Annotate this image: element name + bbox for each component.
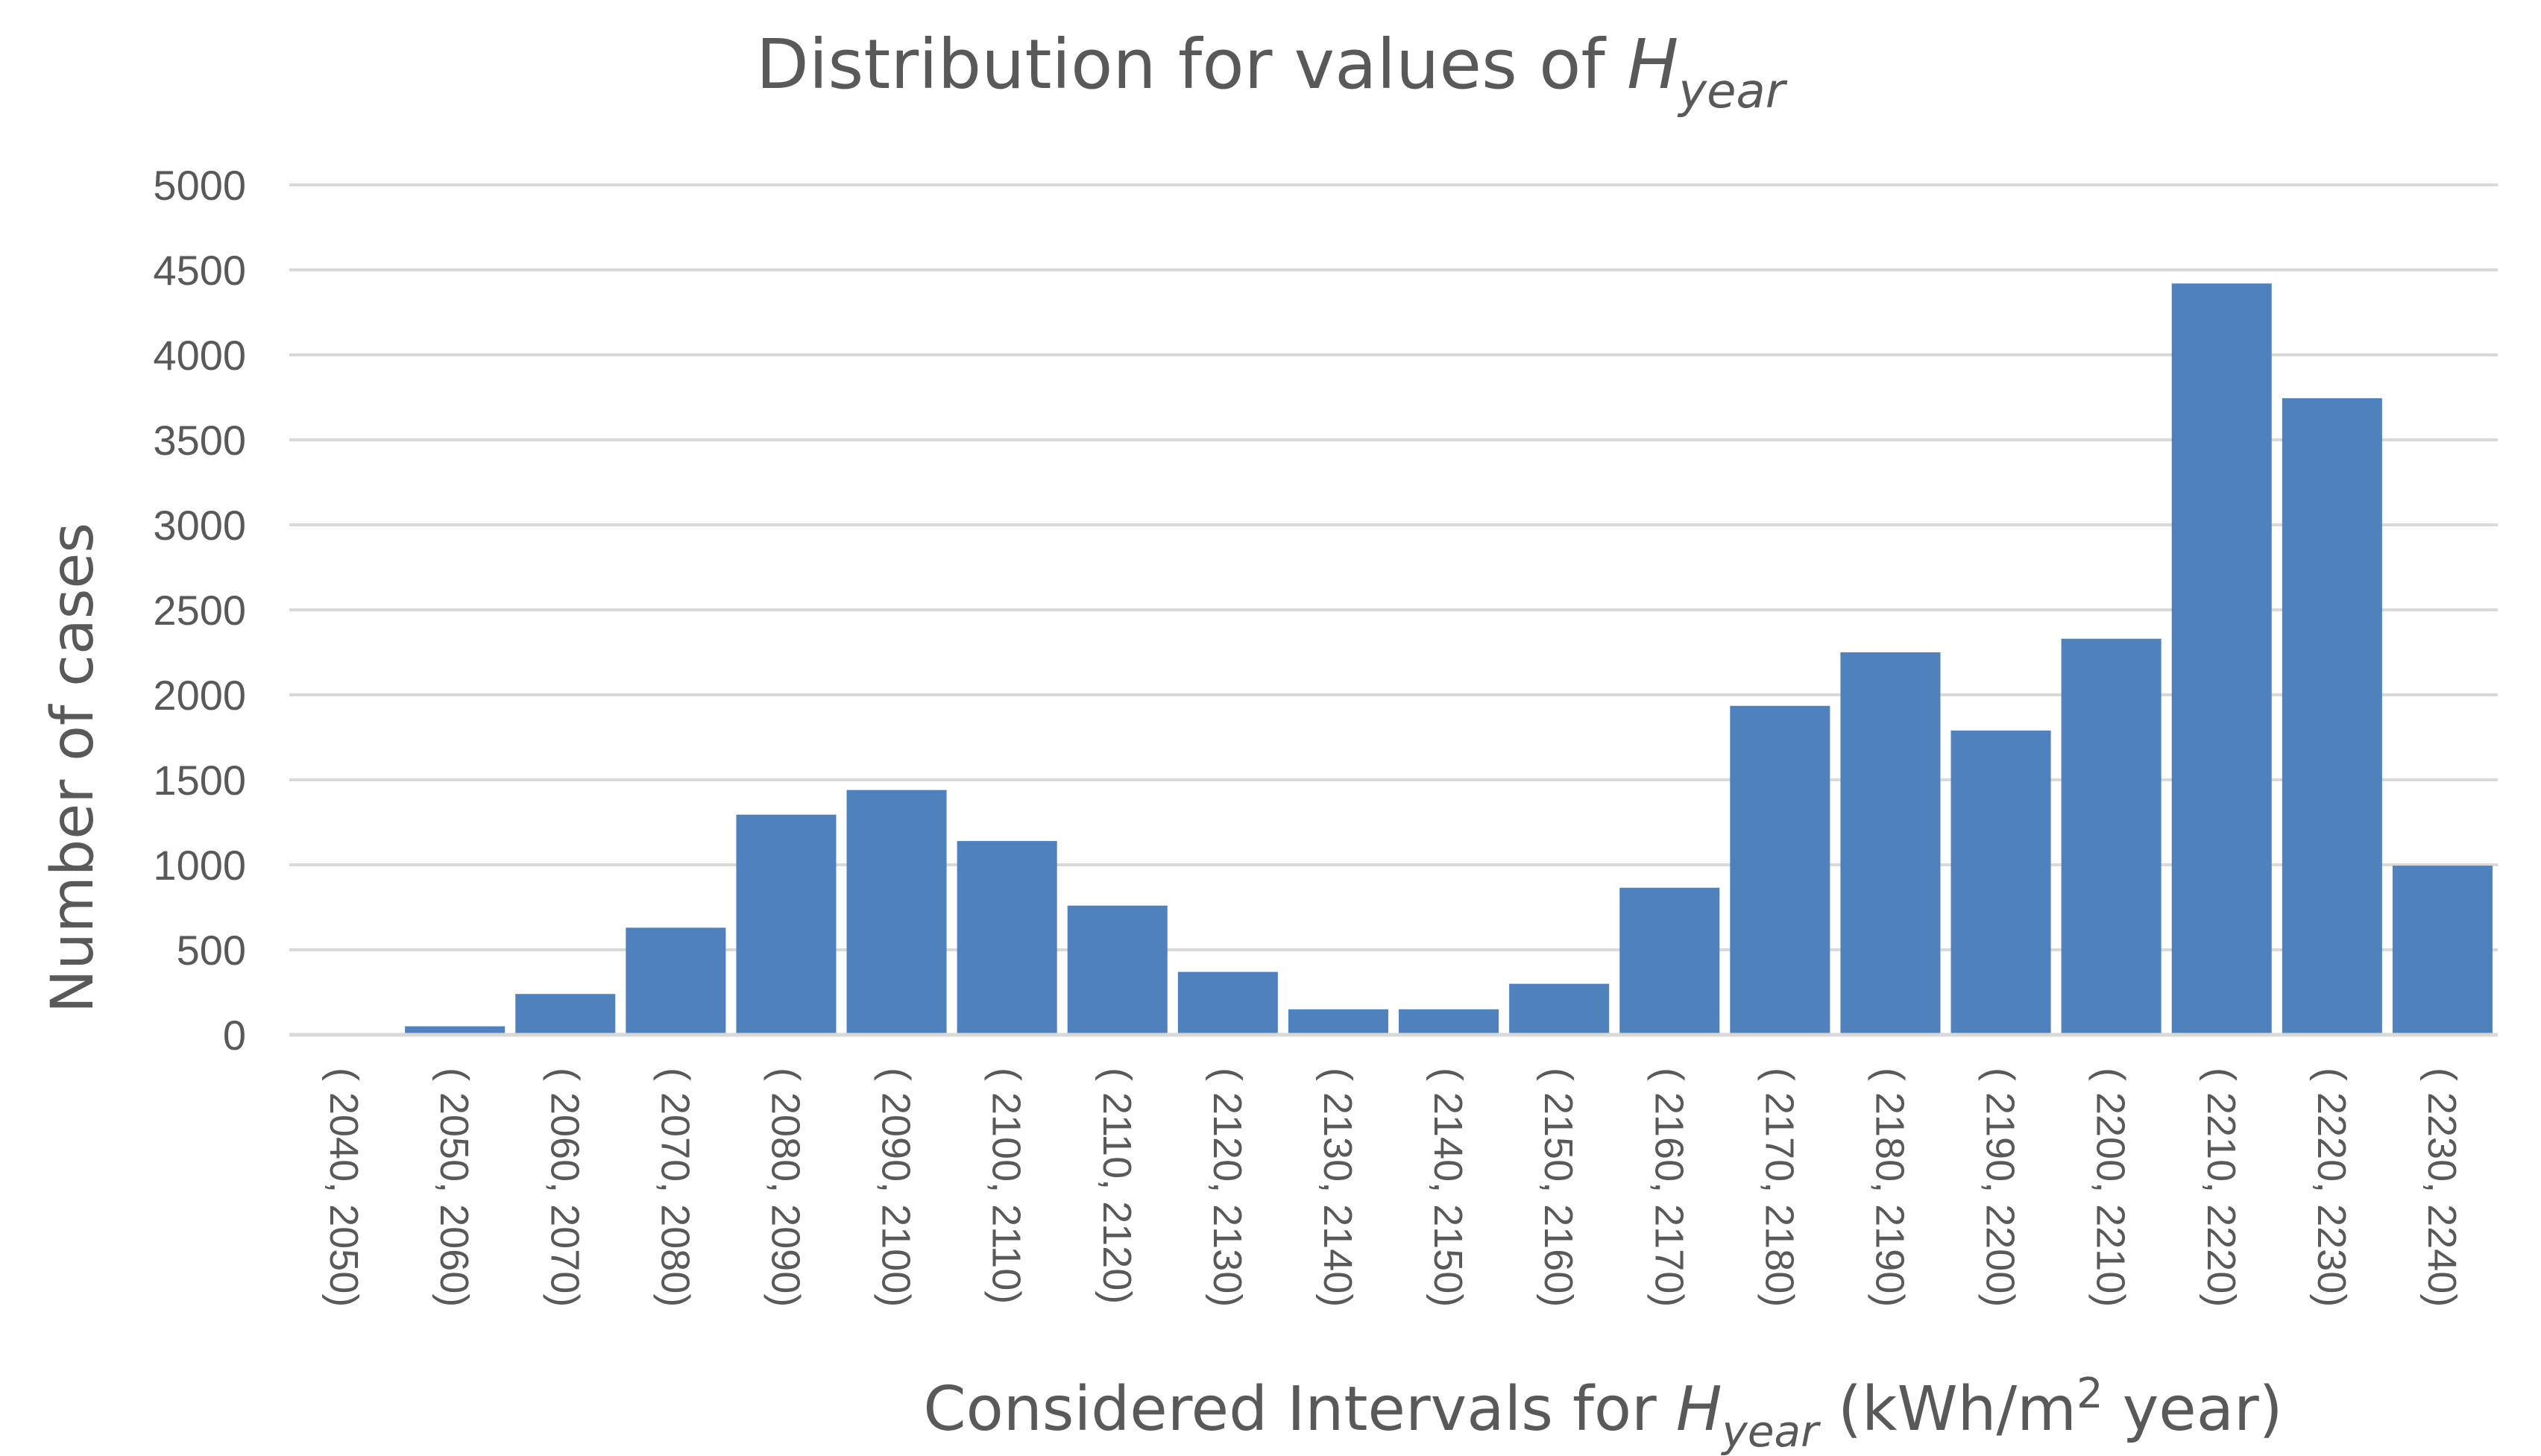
x-tick-label: ( 2160, 2170) xyxy=(1646,1068,1691,1307)
x-tick-label: ( 2040, 2050) xyxy=(321,1068,366,1307)
x-axis-ticks: ( 2040, 2050) ( 2050, 2060) ( 2060, 2070) (… xyxy=(321,1068,2464,1307)
bar xyxy=(1730,705,1830,1035)
bar xyxy=(957,841,1057,1035)
x-tick-label: ( 2080, 2090) xyxy=(763,1068,807,1307)
chart-title: Distribution for values of Hyear xyxy=(756,25,1788,119)
y-tick-label: 4500 xyxy=(153,247,246,294)
x-tick-label: ( 2070, 2080) xyxy=(652,1068,697,1307)
bar xyxy=(2171,283,2272,1035)
bar xyxy=(1067,905,1168,1035)
x-tick-label: ( 2060, 2070) xyxy=(542,1068,587,1307)
bar xyxy=(736,814,837,1035)
x-tick-label: ( 2130, 2140) xyxy=(1315,1068,1360,1307)
x-tick-label: ( 2090, 2100) xyxy=(874,1068,919,1307)
y-tick-label: 5000 xyxy=(153,162,246,209)
bar xyxy=(515,994,616,1035)
y-tick-label: 0 xyxy=(223,1012,246,1059)
bars xyxy=(405,283,2493,1035)
bar xyxy=(1619,887,1720,1035)
y-tick-label: 2000 xyxy=(153,672,246,719)
x-tick-label: ( 2180, 2190) xyxy=(1867,1068,1912,1307)
x-tick-label: ( 2110, 2120) xyxy=(1095,1068,1139,1304)
y-tick-label: 1500 xyxy=(153,757,246,804)
bar xyxy=(846,790,947,1035)
x-tick-label: ( 2220, 2230) xyxy=(2309,1068,2354,1307)
bar xyxy=(2282,398,2382,1035)
x-tick-label: ( 2230, 2240) xyxy=(2419,1068,2464,1307)
bar xyxy=(1950,730,2051,1035)
y-axis-label: Number of cases xyxy=(40,523,107,1013)
x-tick-label: ( 2120, 2130) xyxy=(1205,1068,1250,1307)
x-tick-label: ( 2050, 2060) xyxy=(432,1068,476,1307)
x-tick-label: ( 2210, 2220) xyxy=(2199,1068,2244,1307)
x-tick-label: ( 2150, 2160) xyxy=(1536,1068,1581,1307)
x-tick-label: ( 2100, 2110) xyxy=(984,1068,1029,1304)
y-tick-label: 3000 xyxy=(153,502,246,549)
y-tick-label: 4000 xyxy=(153,332,246,379)
y-tick-label: 1000 xyxy=(153,842,246,889)
bar xyxy=(2061,638,2161,1035)
gridlines xyxy=(289,183,2498,951)
bar xyxy=(2392,866,2493,1035)
x-tick-label: ( 2170, 2180) xyxy=(1757,1068,1801,1307)
x-axis-label: Considered Intervals for Hyear (kWh/m2 y… xyxy=(923,1370,2282,1456)
bar xyxy=(1840,652,1941,1035)
x-tick-label: ( 2200, 2210) xyxy=(2088,1068,2133,1307)
x-tick-label: ( 2190, 2200) xyxy=(1978,1068,2023,1307)
bar xyxy=(1288,1009,1388,1035)
y-tick-label: 3500 xyxy=(153,417,246,464)
bar xyxy=(405,1026,506,1035)
x-tick-label: ( 2140, 2150) xyxy=(1426,1068,1470,1307)
bar xyxy=(1509,983,1610,1035)
bar xyxy=(626,927,726,1035)
y-tick-label: 2500 xyxy=(153,587,246,634)
bar xyxy=(1177,971,1278,1035)
bar xyxy=(1399,1009,1499,1035)
y-tick-label: 500 xyxy=(177,927,246,974)
y-axis-ticks: 0 500 1000 1500 2000 2500 3000 3500 4000 4500 5000 xyxy=(153,162,246,1059)
